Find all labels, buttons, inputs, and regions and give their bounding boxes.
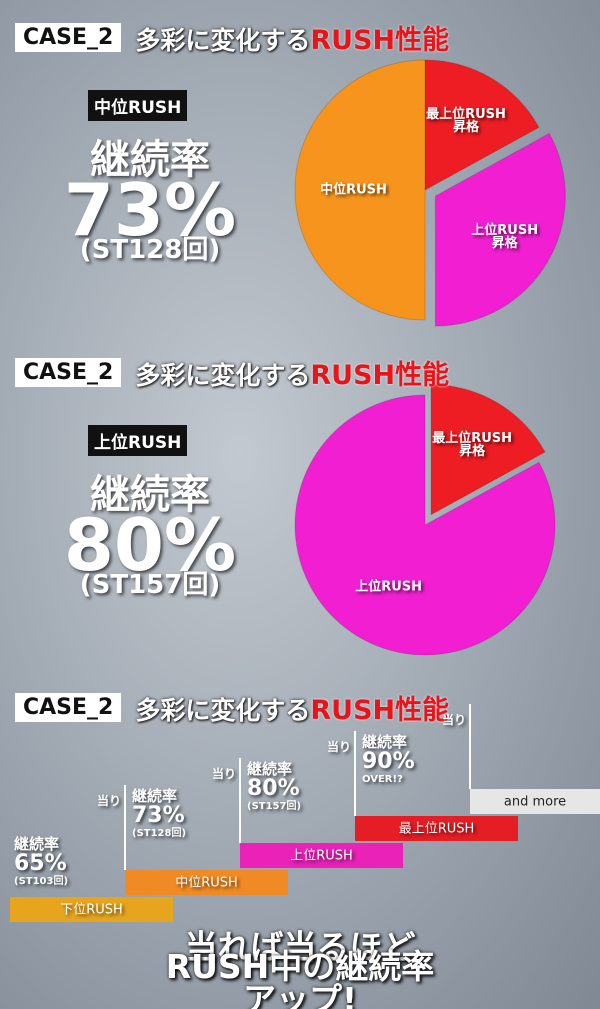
rate: 73% — [63, 168, 237, 252]
step-rate: 90% — [362, 749, 415, 774]
step-note: (ST157回) — [247, 801, 302, 812]
step-rate: 65% — [14, 851, 67, 876]
pie-slice — [424, 59, 540, 191]
badge: 上位RUSH — [88, 425, 188, 456]
slice-label: 中位RUSH — [320, 182, 387, 198]
badge: 中位RUSH — [88, 90, 188, 121]
step-label: 中位RUSH — [175, 875, 238, 891]
header-text: 多彩に変化する — [135, 696, 311, 725]
rate-note: (ST128回) — [79, 235, 221, 265]
header: CASE_2 多彩に変化する RUSH性能 — [15, 353, 449, 392]
step-bar — [470, 789, 600, 814]
header-title: 多彩に変化する RUSH性能 — [135, 353, 449, 392]
header-highlight: RUSH性能 — [310, 25, 450, 56]
header-text: 多彩に変化する — [135, 361, 311, 390]
step-note: (ST103回) — [14, 876, 69, 887]
header-highlight: RUSH性能 — [310, 695, 450, 726]
step-bar — [355, 816, 518, 841]
header-title: 多彩に変化する RUSH性能 — [135, 18, 449, 57]
footer-line: RUSH中の継続率アップ! — [165, 947, 435, 1009]
step-note: (ST128回) — [132, 828, 187, 839]
pie-slice — [294, 394, 556, 656]
header: CASE_2 多彩に変化する RUSH性能 — [15, 18, 449, 57]
step-label: 下位RUSH — [60, 902, 123, 918]
case-label: CASE_2 — [15, 358, 122, 387]
pie-slice — [434, 132, 566, 327]
hit-label: 当り — [97, 794, 122, 808]
hit-label: 当り — [327, 740, 352, 754]
step-rate-title: 継続率 — [362, 733, 408, 751]
step-rate-title: 継続率 — [14, 835, 60, 853]
step-label: 最上位RUSH — [398, 821, 475, 837]
pie-slice — [294, 59, 426, 321]
footer-line: 当れば当るほど — [184, 927, 416, 967]
header-title: 多彩に変化する RUSH性能 — [135, 688, 449, 727]
header-highlight: RUSH性能 — [310, 360, 450, 391]
step-bar — [10, 897, 173, 922]
step-rate-title: 継続率 — [132, 787, 178, 805]
case-label: CASE_2 — [15, 693, 122, 722]
pie-slice — [430, 384, 546, 516]
step-note: OVER!? — [362, 774, 403, 785]
step-label: 上位RUSH — [290, 848, 353, 864]
slice-label: 上位RUSH — [355, 579, 422, 595]
slice-label: 最上位RUSH 昇格 — [426, 106, 506, 135]
rate: 80% — [63, 503, 237, 587]
case-label: CASE_2 — [15, 23, 122, 52]
rate-note: (ST157回) — [79, 570, 221, 600]
rate-title: 継続率 — [90, 472, 210, 518]
hit-label: 当り — [212, 767, 237, 781]
step-rate-title: 継続率 — [247, 760, 293, 778]
slice-label: 上位RUSH 昇格 — [471, 223, 539, 252]
step-rate: 73% — [132, 803, 185, 828]
slice-label: 最上位RUSH 昇格 — [432, 431, 513, 460]
header: CASE_2 多彩に変化する RUSH性能 — [15, 688, 449, 727]
header-text: 多彩に変化する — [135, 26, 311, 55]
step-bar — [125, 870, 288, 895]
hit-label: 当り — [442, 713, 467, 727]
step-label: and more — [503, 794, 567, 810]
step-rate: 80% — [247, 776, 300, 801]
step-bar — [240, 843, 403, 868]
rate-title: 継続率 — [90, 137, 210, 183]
